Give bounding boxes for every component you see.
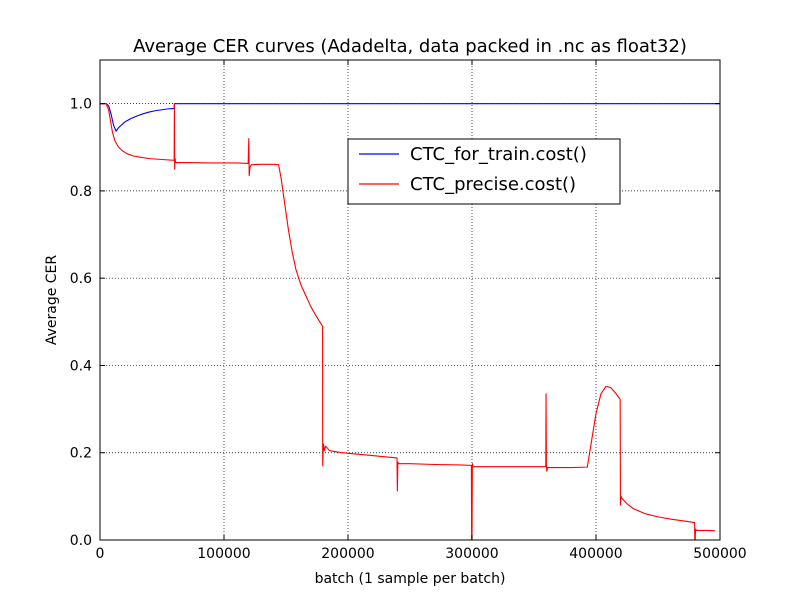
plot-frame (99, 59, 721, 541)
x-tick-label: 0 (96, 546, 105, 562)
series-line (100, 103, 720, 132)
x-tick-label: 100000 (197, 546, 250, 562)
series-lines (100, 103, 720, 541)
legend: CTC_for_train.cost() CTC_precise.cost() (347, 138, 621, 205)
x-tick-label: 400000 (569, 546, 622, 562)
y-tick-label: 0.4 (70, 358, 92, 374)
y-tick-label: 0.0 (70, 533, 92, 549)
y-tick-label: 0.8 (70, 184, 92, 200)
y-tick-label: 1.0 (70, 97, 92, 113)
y-tick-label: 0.2 (70, 446, 92, 462)
legend-label: CTC_precise.cost() (410, 174, 576, 195)
chart-title: Average CER curves (Adadelta, data packe… (133, 36, 687, 57)
y-axis-label: Average CER (44, 255, 60, 346)
x-tick-label: 200000 (321, 546, 374, 562)
x-tick-label: 500000 (693, 546, 746, 562)
x-axis-label: batch (1 sample per batch) (315, 571, 506, 587)
legend-box (347, 138, 621, 205)
x-tick-label: 300000 (445, 546, 498, 562)
legend-label: CTC_for_train.cost() (410, 144, 587, 165)
axis-ticks: 0 100000 200000 300000 400000 500000 0.0 0.2 0.4… (70, 60, 747, 562)
y-tick-label: 0.6 (70, 271, 92, 287)
series-line (100, 103, 716, 541)
